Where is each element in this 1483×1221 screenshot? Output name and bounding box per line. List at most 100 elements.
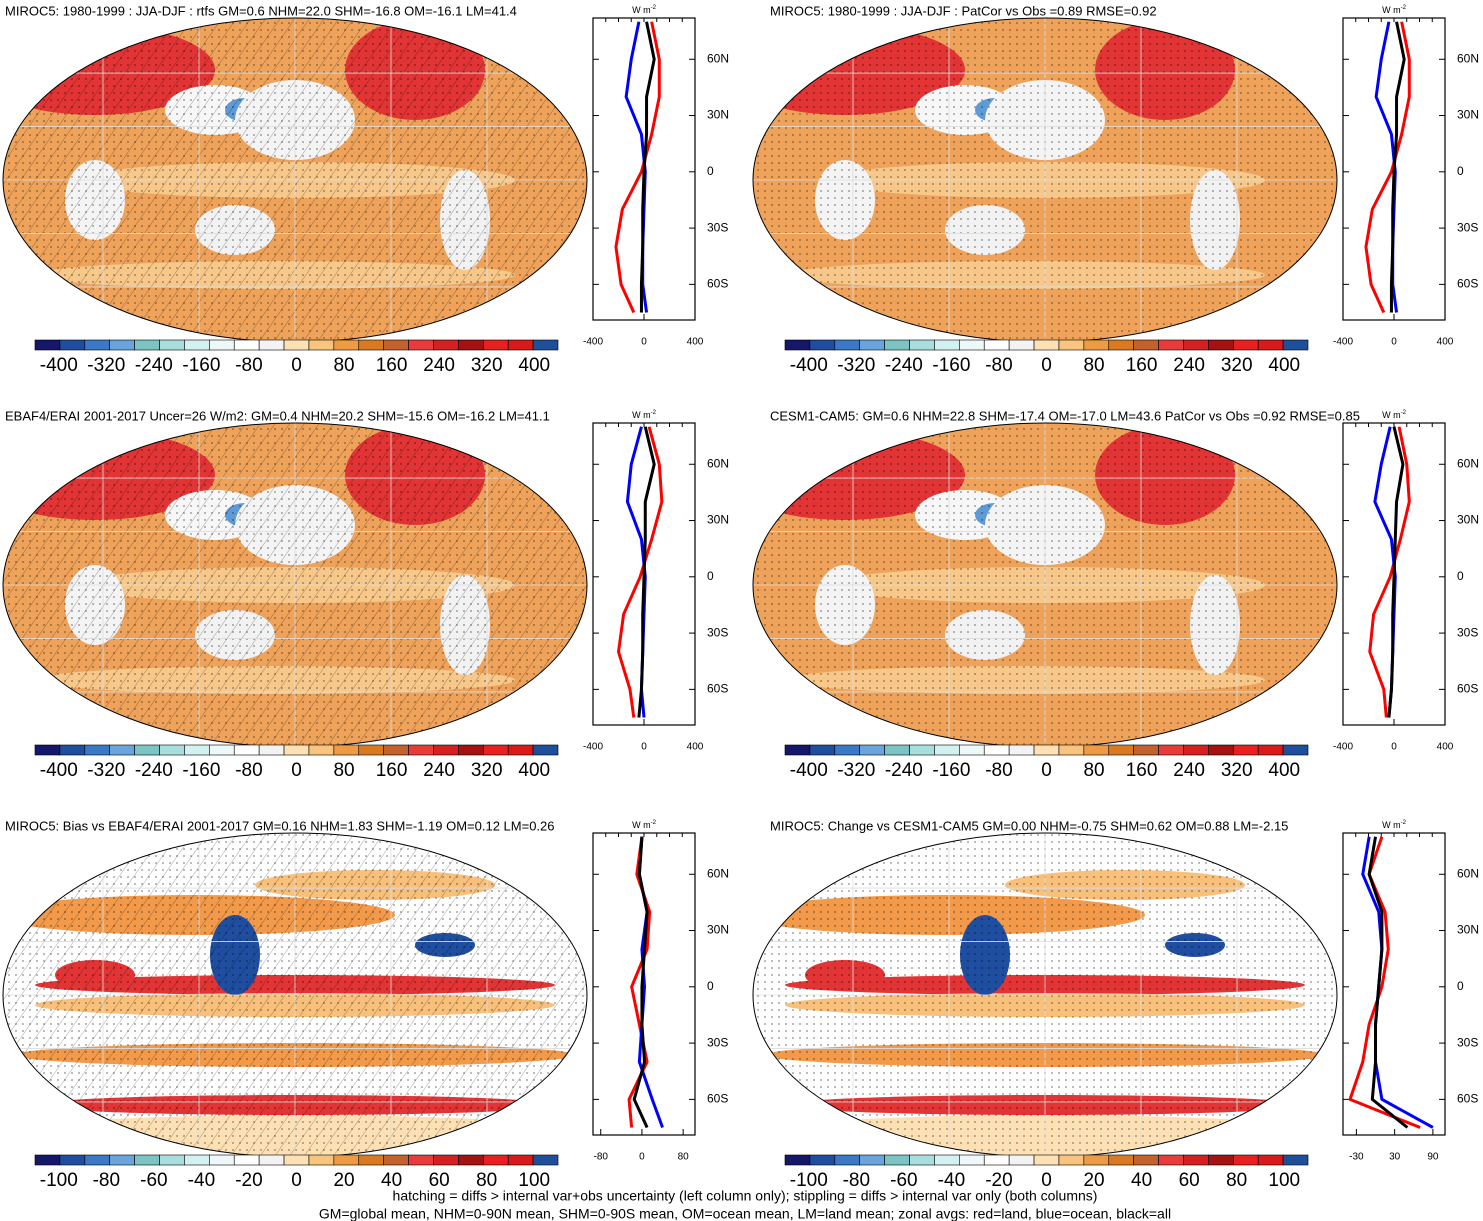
- x-tick-label: 400: [1437, 742, 1454, 753]
- colorbar-box: [1033, 744, 1060, 756]
- colorbar-box: [1058, 339, 1085, 351]
- colorbar-box: [983, 1154, 1010, 1166]
- colorbar-box: [859, 744, 885, 756]
- colorbar-label: 80: [333, 760, 354, 781]
- colorbar-label: 400: [1268, 355, 1300, 376]
- colorbar-box: [408, 339, 434, 351]
- colorbar-box: [333, 1154, 360, 1166]
- map: [753, 833, 1337, 1157]
- colorbar-label: 240: [1173, 355, 1205, 376]
- colorbar-label: 320: [1221, 760, 1253, 781]
- colorbar-box: [1208, 339, 1234, 351]
- colorbar-label: -240: [885, 355, 923, 376]
- colorbar-box: [333, 744, 360, 756]
- colorbar-box: [109, 1154, 135, 1166]
- colorbar-box: [809, 744, 836, 756]
- colorbar-label: -60: [890, 1170, 917, 1191]
- colorbar-box: [834, 339, 861, 351]
- unit-text: W m: [1382, 5, 1401, 15]
- map: [753, 18, 1337, 342]
- colorbar-box: [1282, 339, 1309, 351]
- colorbar-label: -80: [985, 760, 1012, 781]
- x-tick-label: 0: [1391, 337, 1397, 348]
- colorbar-label: 40: [1131, 1170, 1152, 1191]
- map: [3, 833, 587, 1157]
- colorbar-box: [1133, 1154, 1159, 1166]
- y-tick-label: 60S: [707, 277, 728, 291]
- zonal-line: [1389, 21, 1406, 313]
- colorbar-box: [1133, 339, 1159, 351]
- colorbar-label: 0: [291, 760, 302, 781]
- colorbar-label: -100: [40, 1170, 78, 1191]
- colorbar-box: [1108, 744, 1134, 756]
- colorbar-label: 0: [1041, 760, 1052, 781]
- colorbar-box: [1083, 339, 1110, 351]
- unit-text: W m: [632, 5, 651, 15]
- colorbar-label: 0: [1041, 1170, 1052, 1191]
- panel-title: EBAF4/ERAI 2001-2017 Uncer=26 W/m2: GM=0…: [5, 408, 550, 423]
- colorbar-box: [1232, 339, 1259, 351]
- colorbar-box: [1108, 339, 1134, 351]
- colorbar-box: [1083, 1154, 1110, 1166]
- colorbar-label: -160: [932, 355, 970, 376]
- colorbar-box: [1158, 744, 1184, 756]
- colorbar-label: -40: [938, 1170, 965, 1191]
- y-tick-label: 0: [707, 164, 714, 178]
- colorbar-box: [258, 744, 285, 756]
- colorbar-box: [983, 339, 1010, 351]
- colorbar-box: [159, 339, 185, 351]
- y-tick-label: 30N: [1457, 513, 1479, 527]
- colorbar-label: 160: [376, 355, 408, 376]
- colorbar-box: [308, 744, 335, 756]
- colorbar-label: -320: [837, 760, 875, 781]
- zonal-line: [632, 836, 649, 1129]
- colorbar-label: 60: [1179, 1170, 1200, 1191]
- y-tick-label: 60N: [1457, 456, 1479, 470]
- colorbar-label: -100: [790, 1170, 828, 1191]
- y-tick-label: 0: [707, 569, 714, 583]
- colorbar-label: -400: [790, 355, 828, 376]
- colorbar-box: [209, 1154, 235, 1166]
- colorbar-box: [209, 339, 235, 351]
- unit-exponent: -2: [651, 820, 657, 826]
- unit-text: W m: [1382, 410, 1401, 420]
- y-tick-label: 30S: [1457, 625, 1478, 639]
- colorbar-label: 320: [1221, 355, 1253, 376]
- colorbar-box: [134, 744, 160, 756]
- colorbar-label: 80: [1226, 1170, 1247, 1191]
- colorbar-label: 400: [1268, 760, 1300, 781]
- colorbar-box: [934, 339, 960, 351]
- zonal-line: [1387, 426, 1405, 718]
- colorbar-label: -160: [932, 760, 970, 781]
- colorbar-box: [532, 339, 559, 351]
- y-tick-label: 30N: [1457, 923, 1479, 937]
- zonal-unit: W m-2: [632, 820, 656, 831]
- zonal-unit: W m-2: [632, 5, 656, 16]
- colorbar-label: -400: [40, 355, 78, 376]
- unit-exponent: -2: [651, 5, 657, 11]
- colorbar-box: [308, 1154, 335, 1166]
- colorbar-box: [959, 339, 985, 351]
- colorbar-box: [258, 1154, 285, 1166]
- panel-title: CESM1-CAM5: GM=0.6 NHM=22.8 SHM=-17.4 OM…: [770, 408, 1360, 423]
- colorbar-box: [482, 339, 509, 351]
- colorbar-label: 240: [423, 355, 455, 376]
- colorbar-label: 20: [1083, 1170, 1104, 1191]
- colorbar-box: [184, 339, 210, 351]
- colorbar-label: -320: [87, 355, 125, 376]
- x-tick-label: -400: [583, 742, 603, 753]
- y-tick-label: 0: [1457, 164, 1464, 178]
- map: [753, 423, 1337, 747]
- colorbar-label: 80: [333, 355, 354, 376]
- colorbar-label: 80: [1083, 760, 1104, 781]
- colorbar-box: [1158, 339, 1184, 351]
- colorbar-box: [134, 1154, 160, 1166]
- colorbar-label: 100: [518, 1170, 550, 1191]
- colorbar-label: 80: [476, 1170, 497, 1191]
- x-tick-label: 400: [687, 742, 704, 753]
- colorbar-label: 160: [1126, 355, 1158, 376]
- colorbar-label: -160: [182, 760, 220, 781]
- y-tick-label: 30S: [1457, 1035, 1478, 1049]
- colorbar-box: [1183, 744, 1209, 756]
- colorbar-box: [433, 1154, 459, 1166]
